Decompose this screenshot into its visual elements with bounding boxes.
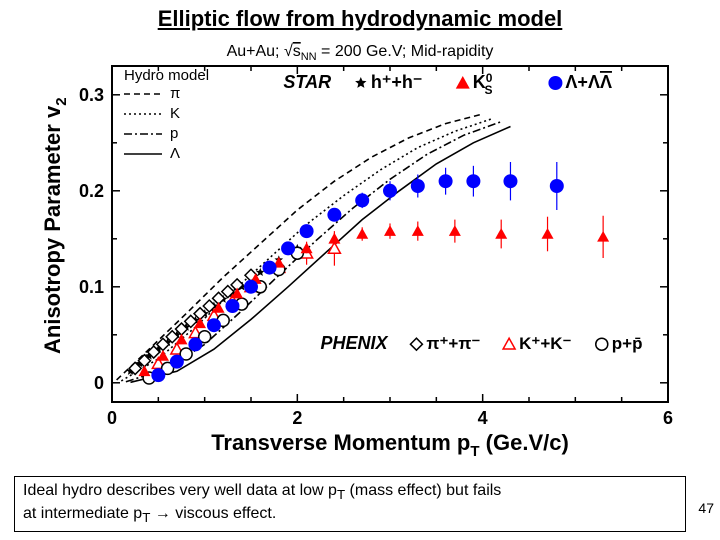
caption-text-2: (mass effect) but fails (345, 482, 501, 499)
page-number: 47 (698, 500, 714, 516)
svg-text:STAR: STAR (283, 72, 331, 92)
svg-text:Anisotropy Parameter v2: Anisotropy Parameter v2 (40, 97, 70, 354)
svg-text:0: 0 (94, 373, 104, 393)
svg-text:Transverse Momentum pT (Ge.V/c: Transverse Momentum pT (Ge.V/c) (211, 430, 569, 460)
svg-text:h⁺+h⁻: h⁺+h⁻ (371, 72, 423, 92)
svg-text:4: 4 (478, 408, 488, 428)
v2-chart: 0 2 4 6 0 0.1 0.2 0.3 Au+Au; √sNN = 200 Ge.V; Mi… (40, 36, 680, 466)
caption-box: Ideal hydro describes very well data at … (14, 476, 686, 532)
svg-text:p+p̄: p+p̄ (612, 334, 643, 353)
svg-text:6: 6 (663, 408, 673, 428)
svg-text:Λ: Λ (170, 145, 180, 162)
svg-text:Au+Au; √sNN = 200 Ge.V; Mid-ra: Au+Au; √sNN = 200 Ge.V; Mid-rapidity (227, 43, 494, 63)
svg-text:Λ+ΛΛ: Λ+ΛΛ (565, 72, 612, 92)
svg-text:K⁺+K⁻: K⁺+K⁻ (519, 334, 571, 353)
svg-text:p: p (170, 125, 178, 142)
caption-text-4: → viscous effect. (150, 505, 276, 522)
svg-text:π⁺+π⁻: π⁺+π⁻ (426, 334, 480, 353)
svg-text:0.1: 0.1 (79, 277, 104, 297)
svg-text:Hydro model: Hydro model (124, 67, 209, 84)
svg-text:0: 0 (107, 408, 117, 428)
caption-text-1: Ideal hydro describes very well data at … (23, 482, 337, 499)
slide-title: Elliptic flow from hydrodynamic model (0, 0, 720, 32)
svg-text:PHENIX: PHENIX (321, 333, 389, 353)
caption-sub-1: T (337, 488, 345, 503)
svg-text:K0S: K0S (473, 71, 493, 97)
svg-text:K: K (170, 105, 180, 122)
caption-text-3: at intermediate p (23, 505, 142, 522)
svg-text:π: π (170, 85, 180, 102)
svg-text:0.3: 0.3 (79, 85, 104, 105)
svg-text:0.2: 0.2 (79, 181, 104, 201)
svg-text:2: 2 (292, 408, 302, 428)
